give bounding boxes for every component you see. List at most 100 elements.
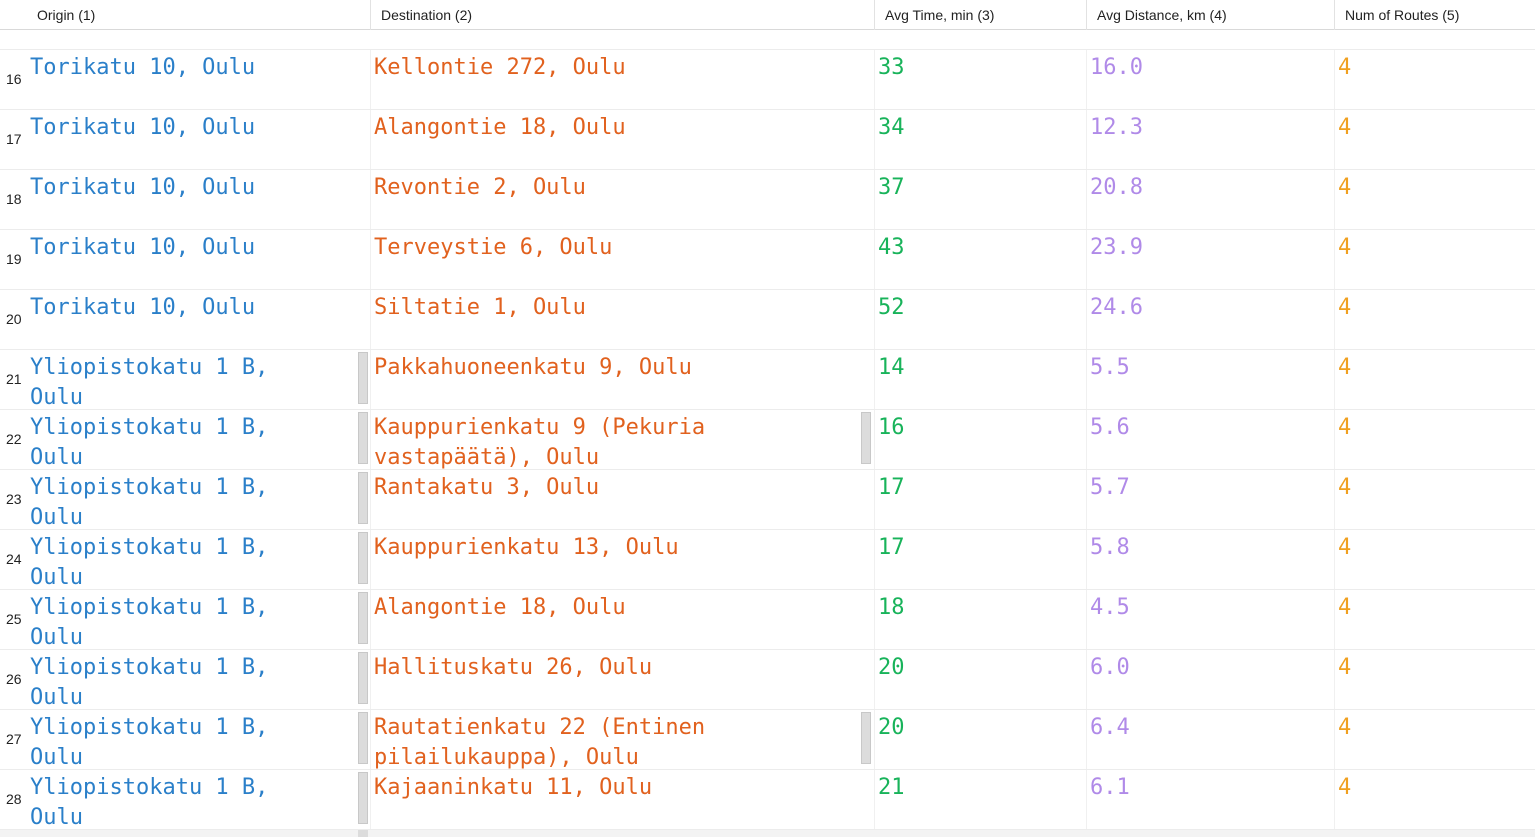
cell-avg-time[interactable]: 43 <box>874 230 1086 289</box>
table-row-partial[interactable] <box>0 30 1535 50</box>
cell-num-routes[interactable]: 4 <box>1334 710 1535 769</box>
cell-destination[interactable]: Alangontie 18, Oulu <box>370 110 874 169</box>
cell-destination[interactable]: Kajaaninkatu 11, Oulu <box>370 770 874 829</box>
cell-avg-time[interactable]: 21 <box>874 770 1086 829</box>
cell-num-routes[interactable]: 4 <box>1334 590 1535 649</box>
cell-avg-time[interactable]: 18 <box>874 590 1086 649</box>
cell-avg-distance[interactable]: 5.6 <box>1086 410 1334 469</box>
cell-origin[interactable]: Yliopistokatu 1 B, Oulu <box>28 470 370 529</box>
cell-num-routes[interactable]: 4 <box>1334 290 1535 349</box>
table-row[interactable]: 23 Yliopistokatu 1 B, Oulu Rantakatu 3, Ou… <box>0 470 1535 530</box>
cell-avg-distance[interactable]: 6.4 <box>1086 710 1334 769</box>
cell-destination[interactable]: Siltatie 1, Oulu <box>370 290 874 349</box>
cell-destination[interactable]: Kauppurienkatu 13, Oulu <box>370 530 874 589</box>
cell-overflow-indicator <box>358 472 368 524</box>
cell-origin[interactable]: Yliopistokatu 1 B, Oulu <box>28 350 370 409</box>
cell-origin[interactable]: Torikatu 10, Oulu <box>28 230 370 289</box>
cell-avg-distance[interactable]: 6.1 <box>1086 770 1334 829</box>
cell-avg-time[interactable]: 17 <box>874 470 1086 529</box>
column-header-destination[interactable]: Destination (2) <box>370 0 874 30</box>
cell-avg-time[interactable]: 33 <box>874 50 1086 109</box>
column-header-num-routes[interactable]: Num of Routes (5) <box>1334 0 1535 30</box>
cell-num-routes[interactable]: 4 <box>1334 650 1535 709</box>
cell-avg-time[interactable]: 37 <box>874 170 1086 229</box>
cell-num-routes[interactable]: 4 <box>1334 530 1535 589</box>
cell-destination[interactable]: Hallituskatu 26, Oulu <box>370 650 874 709</box>
table-row[interactable]: 26 Yliopistokatu 1 B, Oulu Hallituskatu 26… <box>0 650 1535 710</box>
cell-num-routes[interactable]: 4 <box>1334 410 1535 469</box>
cell-destination-text: Kauppurienkatu 13, Oulu <box>374 535 679 560</box>
table-row[interactable]: 28 Yliopistokatu 1 B, Oulu Kajaaninkatu 11… <box>0 770 1535 830</box>
cell-origin[interactable]: Yliopistokatu 1 B, Oulu <box>28 590 370 649</box>
cell-avg-distance[interactable]: 12.3 <box>1086 110 1334 169</box>
cell-origin[interactable]: Yliopistokatu 1 B, Oulu <box>28 530 370 589</box>
cell-origin[interactable]: Torikatu 10, Oulu <box>28 290 370 349</box>
cell-origin[interactable]: Yliopistokatu 1 B, Oulu <box>28 710 370 769</box>
cell-avg-distance[interactable]: 24.6 <box>1086 290 1334 349</box>
cell-avg-time-text: 43 <box>878 235 905 260</box>
cell-overflow-indicator <box>861 412 871 464</box>
table-row[interactable]: 17 Torikatu 10, Oulu Alangontie 18, Oulu 34… <box>0 110 1535 170</box>
cell-destination[interactable]: Alangontie 18, Oulu <box>370 590 874 649</box>
cell-num-routes-text: 4 <box>1338 655 1352 680</box>
cell-destination[interactable]: Kauppurienkatu 9 (Pekuria vastapäätä), O… <box>370 410 874 469</box>
cell-origin[interactable]: Torikatu 10, Oulu <box>28 170 370 229</box>
column-header-origin[interactable]: Origin (1) <box>37 7 96 23</box>
table-row[interactable]: 25 Yliopistokatu 1 B, Oulu Alangontie 18, … <box>0 590 1535 650</box>
cell-num-routes[interactable]: 4 <box>1334 110 1535 169</box>
cell-avg-distance[interactable]: 5.5 <box>1086 350 1334 409</box>
cell-num-routes[interactable]: 4 <box>1334 50 1535 109</box>
cell-avg-time[interactable]: 16 <box>874 410 1086 469</box>
cell-destination-text: Alangontie 18, Oulu <box>374 115 626 140</box>
column-header-avg-time[interactable]: Avg Time, min (3) <box>874 0 1086 30</box>
cell-avg-time-text: 20 <box>878 655 905 680</box>
table-row[interactable]: 19 Torikatu 10, Oulu Terveystie 6, Oulu 43 2… <box>0 230 1535 290</box>
table-row-partial-bottom[interactable] <box>0 830 1535 837</box>
table-row[interactable]: 18 Torikatu 10, Oulu Revontie 2, Oulu 37 20.… <box>0 170 1535 230</box>
cell-avg-distance[interactable]: 6.0 <box>1086 650 1334 709</box>
cell-origin[interactable]: Yliopistokatu 1 B, Oulu <box>28 770 370 829</box>
cell-destination[interactable]: Pakkahuoneenkatu 9, Oulu <box>370 350 874 409</box>
table-row[interactable]: 16 Torikatu 10, Oulu Kellontie 272, Oulu 33… <box>0 50 1535 110</box>
cell-origin[interactable]: Torikatu 10, Oulu <box>28 50 370 109</box>
cell-destination[interactable]: Revontie 2, Oulu <box>370 170 874 229</box>
cell-origin[interactable]: Torikatu 10, Oulu <box>28 110 370 169</box>
cell-origin[interactable]: Yliopistokatu 1 B, Oulu <box>28 650 370 709</box>
cell-num-routes[interactable]: 4 <box>1334 770 1535 829</box>
cell-num-routes[interactable]: 4 <box>1334 470 1535 529</box>
row-number: 24 <box>6 551 22 567</box>
table-row[interactable]: 24 Yliopistokatu 1 B, Oulu Kauppurienkatu … <box>0 530 1535 590</box>
cell-avg-distance[interactable]: 5.8 <box>1086 530 1334 589</box>
cell-avg-time[interactable]: 20 <box>874 710 1086 769</box>
cell-avg-time-text: 14 <box>878 355 905 380</box>
table-row[interactable]: 20 Torikatu 10, Oulu Siltatie 1, Oulu 52 24.… <box>0 290 1535 350</box>
cell-num-routes[interactable]: 4 <box>1334 230 1535 289</box>
row-number: 19 <box>6 251 22 267</box>
cell-avg-distance[interactable]: 5.7 <box>1086 470 1334 529</box>
cell-destination[interactable]: Rantakatu 3, Oulu <box>370 470 874 529</box>
table-row[interactable]: 22 Yliopistokatu 1 B, Oulu Kauppurienkatu … <box>0 410 1535 470</box>
cell-avg-time[interactable]: 17 <box>874 530 1086 589</box>
cell-avg-distance[interactable]: 16.0 <box>1086 50 1334 109</box>
column-header-avg-distance[interactable]: Avg Distance, km (4) <box>1086 0 1334 30</box>
cell-destination[interactable]: Kellontie 272, Oulu <box>370 50 874 109</box>
cell-num-routes[interactable]: 4 <box>1334 350 1535 409</box>
cell-destination[interactable]: Rautatienkatu 22 (Entinen pilailukauppa)… <box>370 710 874 769</box>
cell-avg-time[interactable]: 34 <box>874 110 1086 169</box>
cell-avg-distance[interactable]: 4.5 <box>1086 590 1334 649</box>
table-row[interactable]: 27 Yliopistokatu 1 B, Oulu Rautatienkatu 2… <box>0 710 1535 770</box>
cell-origin-text: Yliopistokatu 1 B, Oulu <box>30 535 282 589</box>
cell-avg-distance[interactable]: 20.8 <box>1086 170 1334 229</box>
cell-avg-time[interactable]: 14 <box>874 350 1086 409</box>
cell-origin-text: Yliopistokatu 1 B, Oulu <box>30 715 282 769</box>
row-number: 21 <box>6 371 22 387</box>
cell-avg-time[interactable]: 52 <box>874 290 1086 349</box>
cell-avg-time[interactable]: 20 <box>874 650 1086 709</box>
cell-num-routes[interactable]: 4 <box>1334 170 1535 229</box>
cell-avg-distance-text: 4.5 <box>1090 595 1130 620</box>
cell-avg-distance[interactable]: 23.9 <box>1086 230 1334 289</box>
cell-origin[interactable]: Yliopistokatu 1 B, Oulu <box>28 410 370 469</box>
cell-destination[interactable]: Terveystie 6, Oulu <box>370 230 874 289</box>
table-row[interactable]: 21 Yliopistokatu 1 B, Oulu Pakkahuoneenkat… <box>0 350 1535 410</box>
